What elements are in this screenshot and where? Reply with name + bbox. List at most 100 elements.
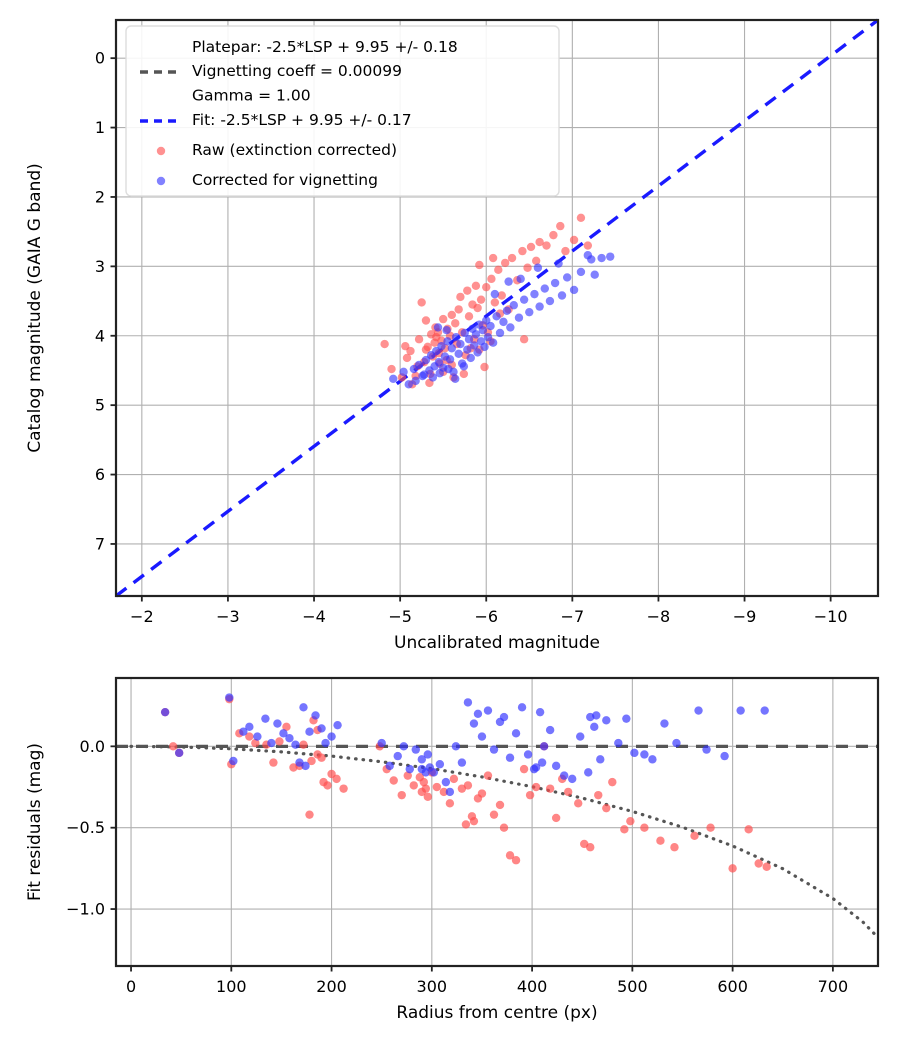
data-point bbox=[311, 711, 320, 720]
data-point bbox=[499, 712, 509, 722]
x-tick-label: 600 bbox=[717, 977, 748, 996]
data-point bbox=[473, 348, 482, 357]
data-point bbox=[480, 362, 489, 372]
data-point bbox=[449, 774, 459, 784]
data-point bbox=[467, 812, 477, 821]
data-point bbox=[519, 764, 529, 774]
data-point bbox=[640, 750, 649, 759]
data-point bbox=[511, 729, 521, 738]
y-tick-label: 2 bbox=[95, 187, 105, 206]
data-point bbox=[690, 831, 699, 841]
data-point bbox=[168, 742, 178, 751]
data-point bbox=[533, 263, 543, 272]
x-tick-label: −4 bbox=[302, 607, 326, 626]
data-point bbox=[569, 235, 579, 245]
data-point bbox=[483, 706, 493, 715]
data-point bbox=[597, 253, 606, 263]
data-point bbox=[414, 335, 424, 344]
x-tick-label: 400 bbox=[517, 977, 548, 996]
data-point bbox=[438, 314, 448, 324]
data-point bbox=[488, 253, 498, 263]
legend: Platepar: -2.5*LSP + 9.95 +/- 0.18 Vignet… bbox=[125, 25, 560, 197]
data-point bbox=[556, 221, 565, 231]
legend-marker-dot-blue bbox=[156, 176, 166, 186]
data-point bbox=[253, 732, 262, 741]
x-tick-label: −5 bbox=[388, 607, 412, 626]
data-point bbox=[489, 810, 499, 819]
data-point bbox=[279, 729, 288, 738]
data-point bbox=[537, 758, 547, 767]
data-point bbox=[471, 330, 481, 339]
data-point bbox=[480, 342, 489, 352]
data-point bbox=[447, 344, 456, 353]
data-point bbox=[495, 328, 505, 338]
x-tick-label: −3 bbox=[216, 607, 240, 626]
y-axis-label: Catalog magnitude (GAIA G band) bbox=[25, 163, 45, 453]
legend-box bbox=[125, 25, 560, 197]
data-point bbox=[622, 714, 631, 723]
data-point bbox=[229, 756, 238, 766]
data-point bbox=[245, 732, 254, 741]
data-point bbox=[525, 790, 535, 800]
data-point bbox=[420, 370, 429, 379]
data-point bbox=[464, 335, 474, 344]
x-tick-label: −7 bbox=[561, 607, 585, 626]
data-point bbox=[499, 823, 509, 832]
y-tick-label: 6 bbox=[95, 465, 105, 484]
legend-label: Vignetting coeff = 0.00099 bbox=[192, 62, 402, 80]
data-point bbox=[760, 706, 769, 715]
data-point bbox=[332, 774, 341, 784]
data-point bbox=[397, 790, 406, 800]
y-tick-label: 1 bbox=[95, 118, 105, 137]
data-point bbox=[614, 738, 623, 748]
data-point bbox=[447, 310, 456, 320]
y-tick-label: 0 bbox=[95, 49, 105, 68]
data-point bbox=[523, 750, 533, 759]
data-point bbox=[586, 843, 595, 852]
data-point bbox=[602, 716, 611, 725]
data-point bbox=[483, 771, 493, 780]
data-point bbox=[519, 295, 529, 304]
data-point bbox=[307, 756, 316, 766]
data-point bbox=[476, 295, 486, 304]
data-point bbox=[299, 703, 308, 712]
data-point bbox=[728, 864, 737, 873]
data-point bbox=[459, 362, 469, 371]
data-point bbox=[393, 751, 402, 761]
data-point bbox=[451, 374, 460, 383]
data-point bbox=[523, 263, 532, 272]
y-tick-label: −1.0 bbox=[66, 900, 105, 919]
x-tick-label: 0 bbox=[126, 977, 136, 996]
legend-label: Fit: -2.5*LSP + 9.95 +/- 0.17 bbox=[192, 111, 412, 129]
data-point bbox=[403, 771, 412, 780]
x-tick-label: 200 bbox=[316, 977, 347, 996]
data-point bbox=[399, 742, 408, 751]
y-axis-label: Fit residuals (mag) bbox=[25, 743, 45, 901]
data-point bbox=[502, 306, 512, 315]
data-point bbox=[490, 289, 500, 299]
data-point bbox=[451, 319, 460, 328]
data-point bbox=[417, 755, 427, 764]
data-point bbox=[509, 301, 518, 310]
data-point bbox=[490, 298, 500, 307]
data-point bbox=[656, 836, 665, 845]
data-point bbox=[399, 367, 408, 377]
data-point bbox=[444, 364, 453, 374]
data-point bbox=[273, 719, 282, 728]
data-point bbox=[313, 750, 322, 759]
data-point bbox=[540, 284, 549, 293]
data-point bbox=[561, 246, 570, 256]
data-point bbox=[471, 281, 481, 290]
data-point bbox=[423, 750, 433, 759]
fit-residuals-plot: 0 100 200 300 400 500 600 700 0.0 −0.5 −1.0 Radius … bbox=[25, 676, 880, 1023]
data-point bbox=[486, 321, 495, 331]
data-point bbox=[504, 277, 513, 286]
data-point bbox=[299, 740, 308, 749]
data-point bbox=[225, 693, 234, 702]
data-point bbox=[419, 777, 429, 787]
y-tick-label: 0.0 bbox=[80, 737, 105, 756]
data-point bbox=[405, 764, 414, 774]
data-point bbox=[507, 253, 517, 263]
data-point bbox=[592, 711, 601, 720]
data-point bbox=[445, 355, 455, 364]
